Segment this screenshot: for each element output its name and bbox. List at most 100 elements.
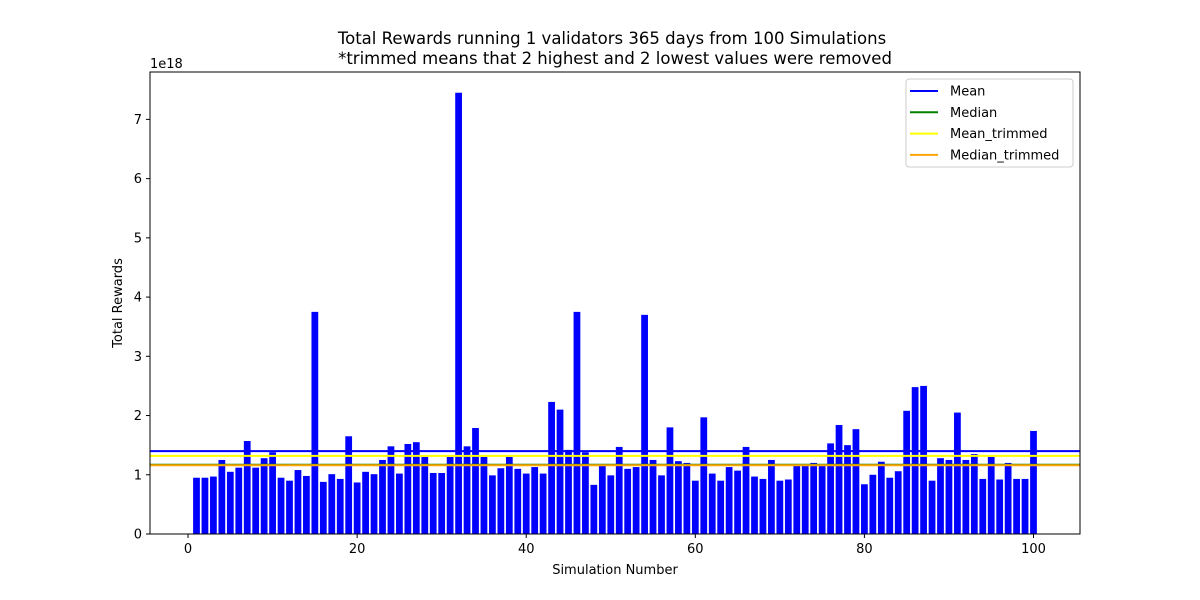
bar-sim-24	[387, 446, 395, 534]
bar-sim-67	[751, 476, 758, 534]
bar-sim-62	[708, 473, 716, 534]
bar-sim-84	[894, 471, 902, 534]
bar-sim-15	[311, 311, 319, 534]
bar-sim-16	[319, 481, 327, 534]
bar-sim-19	[345, 436, 353, 534]
bar-sim-39	[514, 468, 522, 534]
bar-sim-31	[446, 457, 454, 534]
legend-label-mean-trimmed: Mean_trimmed	[950, 127, 1048, 142]
bar-sim-20	[353, 482, 361, 534]
bar-sim-95	[987, 457, 995, 534]
y-tick-label: 4	[134, 291, 142, 306]
x-tick-label: 80	[856, 542, 873, 557]
bar-sim-32	[455, 92, 462, 534]
legend-label-mean: Mean	[950, 85, 985, 100]
reference-lines-layer	[150, 450, 1080, 467]
bar-sim-25	[396, 473, 403, 534]
bar-sim-18	[336, 478, 344, 534]
bar-sim-36	[489, 475, 496, 534]
bar-sim-82	[877, 461, 885, 534]
bar-sim-6	[235, 467, 243, 534]
y-scale-label: 1e18	[150, 57, 183, 72]
bar-sim-85	[903, 410, 911, 534]
bar-sim-47	[582, 452, 589, 534]
bar-sim-96	[996, 479, 1004, 534]
bar-sim-88	[928, 480, 936, 534]
bar-sim-42	[539, 473, 547, 534]
bar-sim-99	[1021, 478, 1029, 534]
bar-sim-77	[835, 425, 843, 534]
bar-sim-87	[920, 385, 927, 534]
x-axis-label: Simulation Number	[552, 563, 678, 578]
bar-sim-71	[784, 479, 792, 534]
bar-sim-12	[286, 480, 293, 534]
legend-label-median-trimmed: Median_trimmed	[950, 148, 1059, 163]
bar-sim-70	[776, 480, 784, 534]
bar-sim-28	[421, 457, 429, 534]
y-tick-label: 6	[134, 172, 142, 187]
bar-sim-90	[945, 459, 953, 534]
legend-label-median: Median	[950, 106, 997, 121]
bar-sim-60	[691, 480, 699, 534]
y-tick-label: 3	[134, 350, 142, 365]
bar-sim-17	[328, 474, 336, 534]
bar-sim-98	[1013, 478, 1020, 534]
bar-sim-37	[497, 468, 505, 534]
bar-sim-49	[598, 464, 606, 534]
bar-sim-78	[844, 445, 851, 534]
bar-sim-75	[818, 464, 826, 534]
bar-sim-94	[979, 478, 987, 534]
bar-sim-3	[210, 476, 217, 534]
bar-sim-33	[463, 446, 471, 534]
bar-sim-1	[193, 477, 200, 534]
x-tick-label: 20	[349, 542, 366, 557]
bar-sim-64	[725, 467, 733, 534]
bar-sim-26	[404, 443, 412, 534]
bar-sim-40	[522, 473, 530, 534]
bar-sim-100	[1030, 430, 1037, 534]
bar-sim-29	[429, 472, 437, 534]
bar-sim-23	[379, 459, 386, 534]
bar-sim-73	[801, 464, 809, 534]
bar-sim-61	[700, 417, 708, 534]
bar-sim-8	[252, 467, 260, 534]
title-group: Total Rewards running 1 validators 365 d…	[337, 29, 892, 68]
legend-box	[905, 78, 1074, 168]
bar-sim-43	[548, 401, 555, 534]
bar-sim-41	[531, 467, 539, 534]
bar-sim-13	[294, 470, 302, 534]
bar-sim-22	[370, 474, 378, 534]
y-tick-label: 5	[134, 231, 142, 246]
bar-sim-81	[869, 474, 877, 534]
x-tick-label: 60	[687, 542, 704, 557]
bar-sim-44	[556, 409, 564, 534]
chart-title: Total Rewards running 1 validators 365 d…	[337, 29, 886, 48]
bar-sim-80	[861, 484, 868, 534]
bar-sim-59	[683, 462, 691, 534]
x-tick-label: 0	[184, 542, 192, 557]
bar-sim-48	[590, 484, 598, 534]
bar-sim-7	[243, 441, 251, 534]
bar-sim-69	[768, 459, 775, 534]
bars-layer	[193, 92, 1037, 534]
bar-sim-89	[937, 458, 944, 534]
bar-sim-35	[480, 457, 488, 534]
bar-sim-21	[362, 471, 369, 534]
bar-sim-65	[734, 470, 741, 534]
bar-sim-58	[675, 461, 682, 534]
bar-sim-50	[607, 475, 615, 534]
bar-sim-74	[810, 462, 818, 534]
bar-sim-63	[717, 480, 725, 534]
plot-frame	[149, 71, 1081, 535]
bar-sim-86	[911, 387, 919, 534]
y-tick-label: 2	[134, 409, 142, 424]
bar-sim-9	[260, 458, 268, 534]
bar-sim-27	[412, 442, 420, 534]
bar-sim-92	[962, 459, 970, 534]
chart-subtitle: *trimmed means that 2 highest and 2 lowe…	[338, 49, 892, 68]
bar-sim-10	[269, 452, 276, 534]
bar-sim-34	[472, 427, 479, 534]
bar-sim-72	[793, 465, 801, 534]
bar-sim-4	[218, 459, 226, 534]
